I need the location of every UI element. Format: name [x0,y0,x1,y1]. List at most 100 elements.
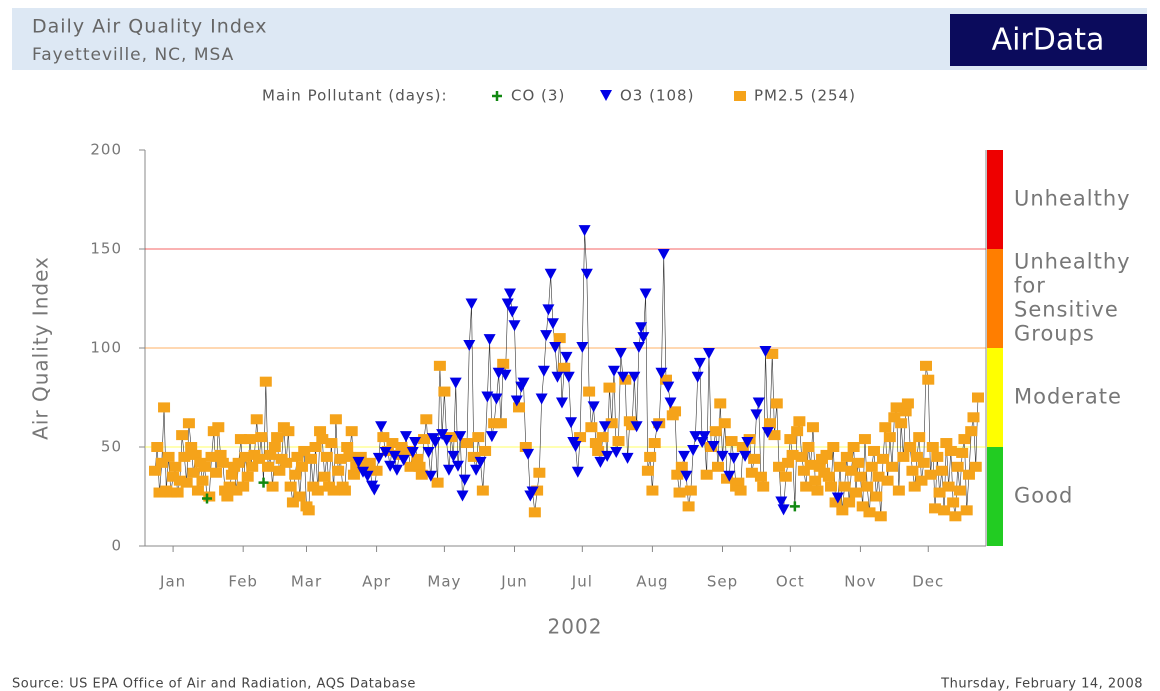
marker-triangle [739,450,752,462]
x-tick-label: Jul [571,573,593,591]
marker-square [888,412,901,423]
marker-square [779,471,792,482]
marker-square [216,457,229,468]
marker-plus [202,493,213,504]
marker-square [908,481,921,492]
marker-square [890,402,903,413]
marker-square [852,457,865,468]
marker-square [813,461,826,472]
marker-square [243,434,256,445]
marker-square [162,451,175,462]
marker-triangle [463,340,476,352]
marker-square [899,406,912,417]
marker-square [311,485,324,496]
marker-square [250,414,263,425]
marker-square [528,507,541,518]
marker-square [648,438,661,449]
marker-square [149,465,161,476]
marker-triangle [506,306,519,318]
marker-square [786,449,799,460]
marker-square [191,485,204,496]
y-axis-title: Air Quality Index [29,256,53,440]
marker-square [151,442,164,452]
marker-square [350,461,363,472]
marker-square [673,487,686,498]
marker-triangle [384,460,397,472]
marker-square [402,445,415,456]
marker-triangle [526,486,539,498]
marker-square [420,414,433,425]
band-label: Moderate [1014,385,1122,409]
marker-triangle [379,446,392,458]
marker-square [395,442,408,452]
marker-square [589,438,602,449]
marker-triangle [621,452,634,464]
band-label: Unhealthy [1014,187,1131,211]
marker-square [232,457,245,468]
marker-square [895,418,908,429]
marker-square [879,422,892,433]
marker-square [318,471,331,482]
marker-square [596,432,609,443]
marker-triangle [485,431,498,443]
band-label: Sensitive [1014,298,1119,322]
marker-triangle [637,332,650,344]
marker-square [153,487,166,498]
marker-square [246,461,259,472]
chart-title: Daily Air Quality Index [32,16,267,38]
marker-triangle [576,342,589,353]
marker-square [915,475,928,486]
marker-square [476,485,489,496]
marker-square [210,467,223,478]
marker-square [827,442,840,452]
marker-square [910,451,923,462]
marker-triangle [352,456,365,468]
x-tick-label: Jan [159,573,186,591]
marker-triangle [483,334,496,346]
marker-square [949,511,962,522]
marker-square [438,386,451,397]
marker-square [802,442,815,452]
marker-triangle [490,393,503,405]
marker-square [659,374,672,385]
marker-square [386,438,399,449]
marker-square [341,442,354,452]
marker-square [757,481,770,492]
marker-triangle [368,484,381,496]
marker-triangle [406,446,419,458]
marker-square [325,438,338,449]
marker-triangle [707,441,720,452]
series-triangle-down [352,225,844,516]
marker-square [940,438,953,449]
marker-square [164,487,177,498]
legend-title: Main Pollutant (days): [262,87,448,105]
marker-square [404,461,417,472]
marker-square [494,418,507,429]
marker-square [897,451,910,462]
marker-square [280,457,293,468]
marker-triangle [630,421,643,433]
x-tick-label: May [427,573,461,591]
marker-square [271,432,284,443]
marker-triangle [442,464,455,476]
marker-square [605,418,618,429]
marker-triangle [510,395,523,407]
marker-triangle [655,367,668,379]
marker-square [433,360,446,371]
marker-triangle [560,351,573,363]
marker-square [711,461,724,472]
marker-square [513,402,526,413]
marker-square [858,434,871,445]
marker-square [293,491,306,502]
marker-triangle [555,397,568,409]
marker-triangle [691,371,704,383]
marker-square [472,432,485,443]
marker-square [415,469,428,480]
marker-square [904,442,917,452]
marker-square [960,505,973,516]
x-tick-label: Oct [776,573,805,591]
marker-square [967,412,980,423]
aqi-band [987,348,1003,447]
marker-square [205,451,218,462]
marker-square [725,436,738,447]
